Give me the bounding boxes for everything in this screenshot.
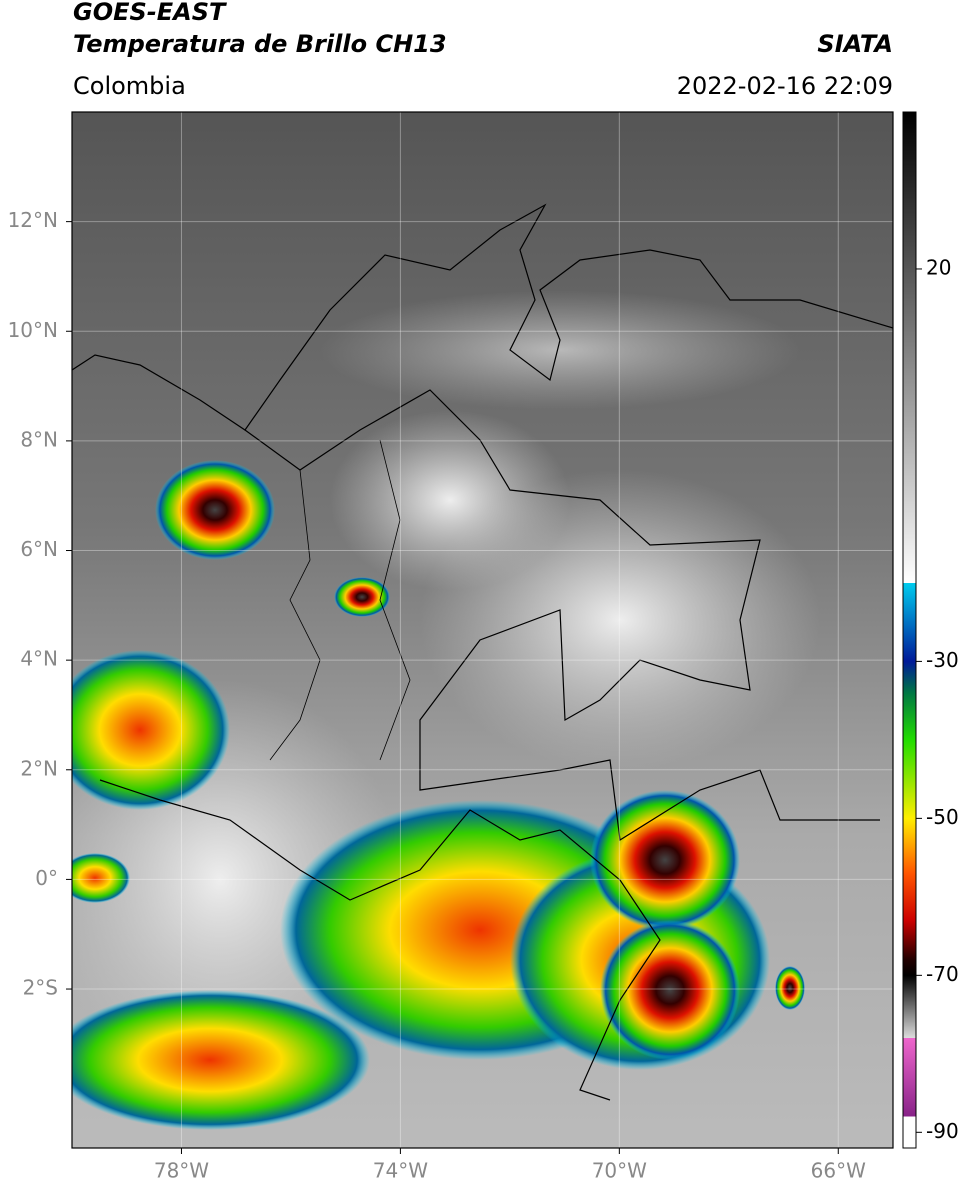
storm [155,460,275,560]
lat-tick-label: 10°N [8,318,58,342]
title: GOES-EAST [73,0,227,26]
lat-tick-label: 0° [35,866,58,890]
grid [72,112,893,1148]
department-border [269,439,411,761]
lon-tick-label: 74°W [373,1159,428,1183]
storm [775,966,805,1010]
region: Colombia [73,72,186,100]
source: SIATA [817,30,893,58]
convection [72,990,370,1130]
lat-tick-label: 2°S [23,976,58,1000]
storm [600,920,740,1060]
coastline [72,203,893,431]
colorbar-tick-label: -30 [926,648,959,672]
cloud [330,410,570,590]
lat-tick-label: 6°N [20,537,58,561]
subtitle: Temperatura de Brillo CH13 [73,30,447,58]
convection [72,853,130,903]
colorbar [902,111,917,1149]
colorbar-tick-label: -70 [926,962,959,986]
map-frame [71,111,894,1149]
lat-tick-label: 4°N [20,647,58,671]
cloud [320,290,800,410]
colorbar-tick-label: -90 [926,1119,959,1143]
border [99,779,661,1101]
border [244,389,880,842]
datetime: 2022-02-16 22:09 [677,72,893,100]
lon-tick-label: 66°W [811,1159,866,1183]
lon-tick-label: 70°W [592,1159,647,1183]
map-imagery [72,112,893,1148]
convection [72,650,230,810]
colorbar-tick-label: 20 [926,255,951,279]
storm [590,790,740,930]
lat-tick-label: 2°N [20,756,58,780]
lat-tick-label: 8°N [20,427,58,451]
lon-tick-label: 78°W [154,1159,209,1183]
lat-tick-label: 12°N [8,208,58,232]
storm [334,577,390,617]
colorbar-tick-label: -50 [926,805,959,829]
